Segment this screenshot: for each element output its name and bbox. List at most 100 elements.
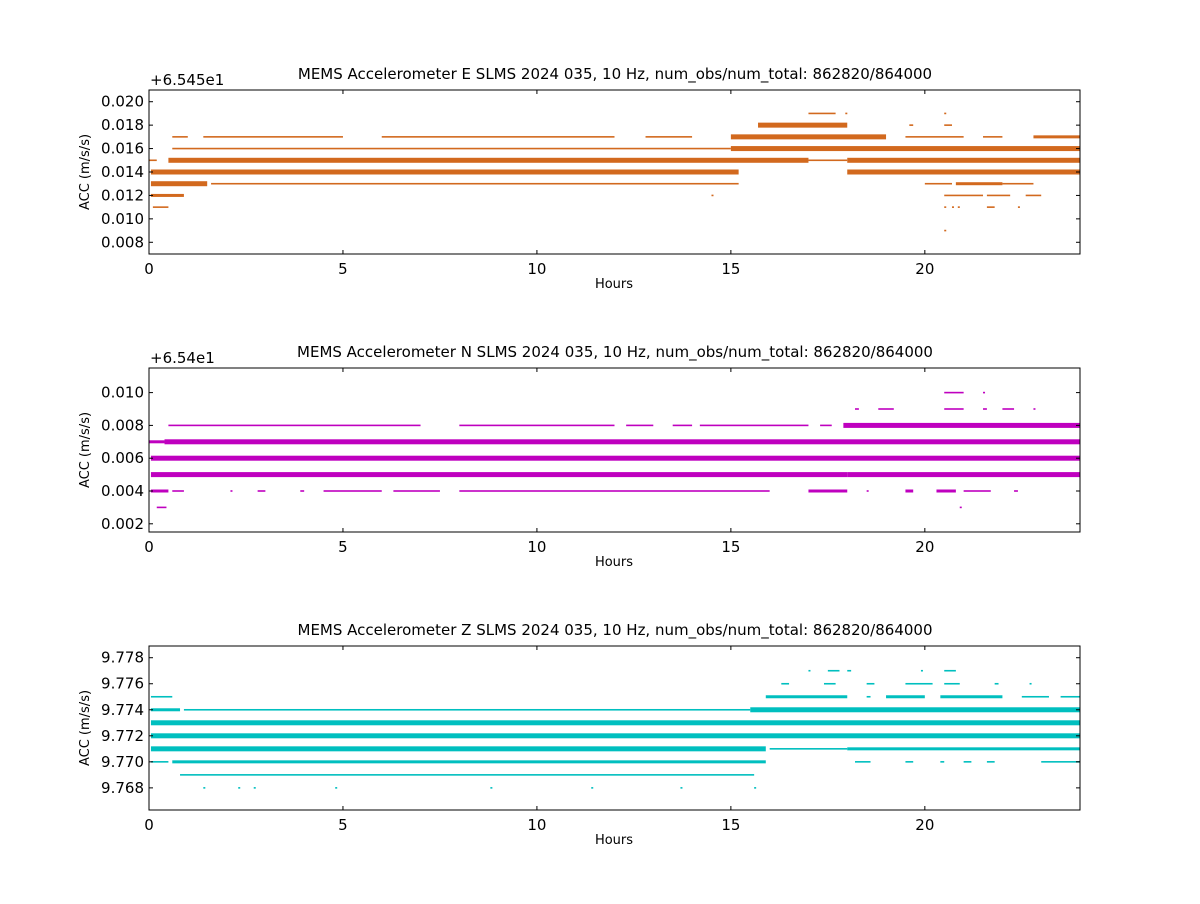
- y-tick-label-north: 0.008: [101, 416, 144, 434]
- data-segment-north: [855, 408, 859, 410]
- x-tick-label-east: 10: [527, 260, 546, 278]
- chart-panel-north: MEMS Accelerometer N SLMS 2024 035, 10 H…: [78, 343, 1081, 570]
- data-segment-north: [847, 472, 1080, 478]
- data-marks-north: [149, 391, 1080, 509]
- data-segment-north: [459, 490, 770, 492]
- data-segment-east: [944, 229, 947, 232]
- data-segment-east: [381, 136, 615, 138]
- data-segment-north: [172, 490, 184, 492]
- data-segment-north: [1033, 408, 1036, 410]
- data-marks-east: [149, 112, 1080, 232]
- data-segment-north: [323, 490, 382, 492]
- data-segment-east: [1017, 206, 1020, 208]
- y-axis-label-north: ACC (m/s/s): [78, 412, 93, 488]
- data-segment-east: [730, 146, 1080, 152]
- data-segment-vertical: [765, 695, 848, 699]
- x-tick-label-vertical: 20: [915, 816, 934, 834]
- y-tick-label-east: 0.012: [101, 186, 144, 204]
- data-segment-east: [944, 206, 947, 208]
- data-segment-vertical: [1021, 695, 1049, 698]
- data-segment-east: [957, 206, 960, 208]
- data-segment-vertical: [866, 695, 871, 698]
- data-segment-east: [211, 182, 739, 185]
- data-segment-vertical: [150, 761, 169, 763]
- data-segment-east: [909, 124, 914, 126]
- data-segment-north: [459, 424, 615, 427]
- y-tick-label-east: 0.008: [101, 233, 144, 251]
- data-segment-north: [257, 490, 266, 492]
- data-segment-north: [156, 506, 167, 509]
- data-segment-vertical: [150, 733, 1080, 739]
- data-segment-vertical: [823, 682, 836, 685]
- y-tick-label-east: 0.014: [101, 163, 144, 181]
- data-segment-east: [203, 136, 343, 138]
- data-segment-vertical: [905, 682, 933, 685]
- data-segment-east: [150, 181, 208, 187]
- x-tick-label-east: 15: [721, 260, 740, 278]
- y-tick-label-vertical: 9.768: [101, 779, 144, 797]
- data-segment-east: [758, 122, 848, 128]
- data-segment-east: [944, 194, 984, 197]
- data-segment-vertical: [180, 774, 755, 776]
- data-segment-east: [847, 157, 1080, 163]
- data-segment-vertical: [253, 787, 256, 789]
- data-segment-north: [626, 424, 654, 427]
- data-segment-north: [149, 440, 165, 444]
- chart-title-north: MEMS Accelerometer N SLMS 2024 035, 10 H…: [297, 343, 933, 362]
- data-segment-vertical: [335, 787, 338, 789]
- data-segment-vertical: [203, 787, 206, 789]
- data-segment-north: [150, 472, 848, 478]
- data-segment-vertical: [994, 682, 999, 685]
- y-tick-label-vertical: 9.778: [101, 649, 144, 667]
- data-segment-north: [878, 408, 894, 410]
- data-segment-north: [150, 455, 1080, 461]
- data-segment-north: [843, 422, 1080, 428]
- data-segment-east: [152, 206, 169, 208]
- data-segment-east: [905, 136, 964, 138]
- data-segment-east: [986, 194, 1011, 197]
- x-tick-label-north: 20: [915, 538, 934, 556]
- y-tick-label-north: 0.002: [101, 515, 144, 533]
- x-tick-label-vertical: 0: [144, 816, 154, 834]
- data-segment-vertical: [750, 707, 1080, 713]
- y-axis-label-east: ACC (m/s/s): [78, 134, 93, 210]
- chart-panel-vertical: MEMS Accelerometer Z SLMS 2024 035, 10 H…: [78, 621, 1081, 848]
- data-segment-east: [955, 182, 1003, 186]
- data-segment-east: [847, 169, 1080, 175]
- data-segment-vertical: [920, 669, 923, 672]
- data-segment-vertical: [781, 682, 790, 685]
- axes-frame-vertical: [148, 645, 1081, 811]
- data-segment-vertical: [963, 761, 972, 763]
- y-tick-label-north: 0.006: [101, 449, 144, 467]
- data-segment-east: [1002, 182, 1034, 185]
- data-segment-vertical: [866, 682, 875, 685]
- data-segment-north: [963, 490, 991, 492]
- x-tick-label-vertical: 15: [721, 816, 740, 834]
- data-segment-north: [983, 408, 987, 410]
- data-segment-north: [820, 424, 832, 427]
- data-segment-east: [149, 159, 157, 162]
- y-tick-label-east: 0.018: [101, 116, 144, 134]
- y-tick-label-east: 0.020: [101, 93, 144, 111]
- chart-title-east: MEMS Accelerometer E SLMS 2024 035, 10 H…: [298, 65, 932, 84]
- data-segment-north: [944, 408, 964, 410]
- data-segment-north: [150, 489, 169, 493]
- data-segment-vertical: [591, 787, 594, 789]
- y-tick-label-east: 0.016: [101, 140, 144, 158]
- chart-panel-east: MEMS Accelerometer E SLMS 2024 035, 10 H…: [78, 65, 1081, 292]
- data-segment-north: [699, 424, 809, 427]
- data-segment-east: [986, 206, 995, 208]
- data-segment-north: [959, 506, 962, 509]
- data-segment-vertical: [172, 760, 766, 764]
- data-segment-east: [808, 112, 836, 115]
- x-axis-label-north: Hours: [595, 555, 633, 570]
- data-segment-vertical: [827, 669, 840, 672]
- data-segment-vertical: [847, 669, 852, 672]
- offset-text-north: +6.54e1: [150, 349, 215, 367]
- data-segment-vertical: [769, 748, 848, 750]
- data-segment-north: [393, 490, 440, 492]
- data-segment-vertical: [944, 682, 960, 685]
- y-axis-label-vertical: ACC (m/s/s): [78, 690, 93, 766]
- data-segment-north: [944, 391, 964, 394]
